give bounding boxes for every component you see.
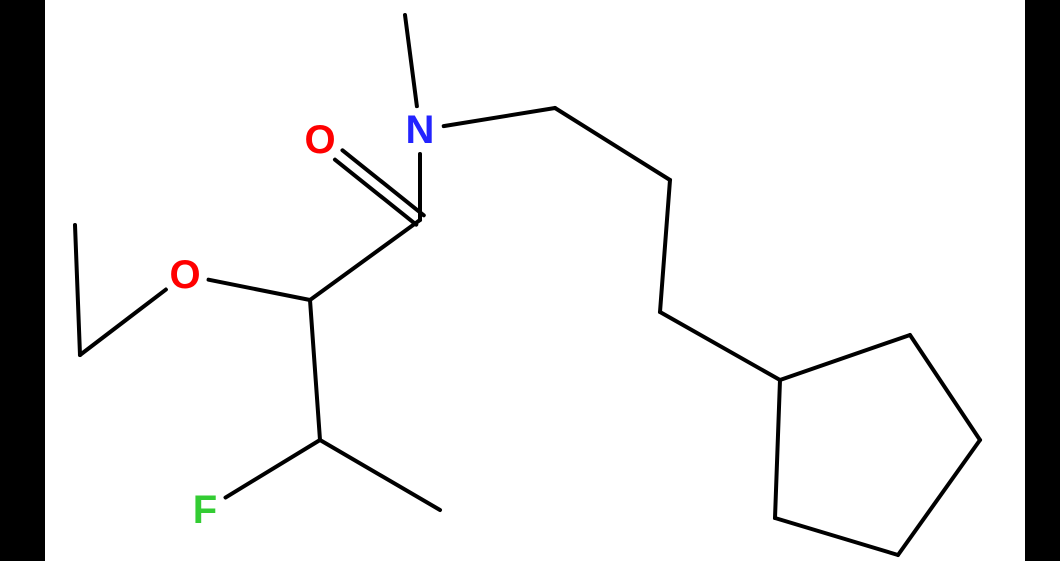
atom-label-o: O bbox=[304, 118, 335, 162]
atom-label-f: F bbox=[193, 488, 217, 532]
molecule-diagram: N O O F bbox=[0, 0, 1060, 561]
atom-label-n: N bbox=[406, 108, 435, 152]
atom-label-o: O bbox=[169, 253, 200, 297]
